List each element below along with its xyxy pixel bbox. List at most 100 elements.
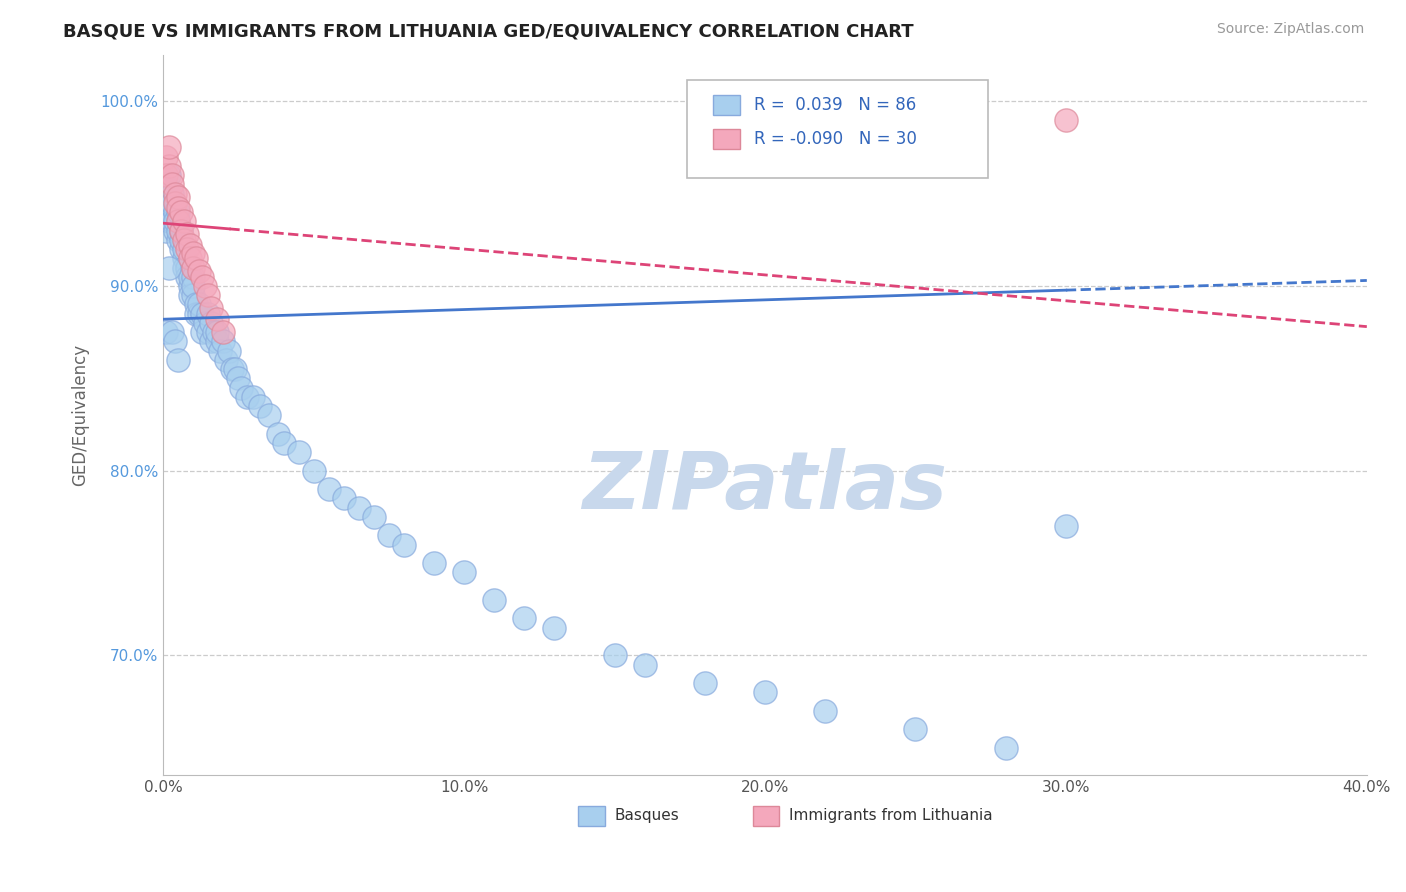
Point — [212, 334, 235, 349]
Point — [162, 205, 184, 219]
Point — [1054, 519, 1077, 533]
Point — [170, 242, 193, 256]
Point — [157, 159, 180, 173]
Point — [347, 500, 370, 515]
Point — [165, 186, 187, 201]
Point — [207, 334, 229, 349]
Text: R =  0.039   N = 86: R = 0.039 N = 86 — [754, 95, 917, 114]
Point — [191, 269, 214, 284]
Point — [200, 334, 222, 349]
Point — [155, 224, 177, 238]
Point — [173, 260, 195, 275]
Point — [231, 380, 253, 394]
Point — [157, 186, 180, 201]
Point — [179, 252, 201, 266]
Point — [181, 279, 204, 293]
Point — [179, 288, 201, 302]
Point — [167, 224, 190, 238]
Point — [167, 190, 190, 204]
Point — [179, 269, 201, 284]
Point — [302, 464, 325, 478]
Point — [453, 566, 475, 580]
Point — [162, 178, 184, 192]
Point — [167, 202, 190, 216]
Point — [157, 214, 180, 228]
Point — [224, 362, 246, 376]
Point — [249, 399, 271, 413]
Point — [162, 214, 184, 228]
Point — [173, 233, 195, 247]
Point — [155, 205, 177, 219]
Point — [221, 362, 243, 376]
Point — [186, 297, 208, 311]
Text: ZIPatlas: ZIPatlas — [582, 449, 948, 526]
Point — [273, 436, 295, 450]
Point — [207, 325, 229, 339]
Point — [603, 648, 626, 663]
Point — [167, 214, 190, 228]
Point — [634, 657, 657, 672]
Point — [167, 214, 190, 228]
Point — [162, 195, 184, 210]
Point — [167, 352, 190, 367]
FancyBboxPatch shape — [686, 80, 987, 178]
Point — [181, 245, 204, 260]
Text: R = -0.090   N = 30: R = -0.090 N = 30 — [754, 129, 917, 148]
Point — [242, 390, 264, 404]
Text: Source: ZipAtlas.com: Source: ZipAtlas.com — [1216, 22, 1364, 37]
Point — [176, 269, 198, 284]
Point — [170, 205, 193, 219]
Point — [157, 260, 180, 275]
Point — [170, 224, 193, 238]
Text: Basques: Basques — [614, 808, 679, 823]
Point — [167, 233, 190, 247]
Point — [155, 168, 177, 182]
Point — [181, 288, 204, 302]
Point — [162, 325, 184, 339]
Point — [173, 252, 195, 266]
Point — [181, 260, 204, 275]
Point — [157, 140, 180, 154]
Point — [814, 704, 837, 718]
Point — [332, 491, 354, 506]
Point — [287, 445, 309, 459]
Bar — [578, 805, 605, 826]
Point — [188, 307, 211, 321]
Point — [363, 509, 385, 524]
Point — [170, 233, 193, 247]
Point — [176, 242, 198, 256]
Point — [173, 242, 195, 256]
Point — [194, 279, 217, 293]
Point — [423, 556, 446, 570]
Point — [207, 312, 229, 326]
Point — [191, 307, 214, 321]
Point — [188, 297, 211, 311]
Point — [165, 214, 187, 228]
Point — [215, 352, 238, 367]
Point — [197, 307, 219, 321]
Point — [155, 178, 177, 192]
Point — [165, 224, 187, 238]
Point — [167, 205, 190, 219]
Point — [482, 593, 505, 607]
Point — [378, 528, 401, 542]
Y-axis label: GED/Equivalency: GED/Equivalency — [72, 344, 89, 486]
Point — [165, 205, 187, 219]
Point — [392, 537, 415, 551]
Point — [228, 371, 250, 385]
Point — [202, 325, 225, 339]
Point — [236, 390, 259, 404]
Point — [218, 343, 240, 358]
Point — [170, 224, 193, 238]
Point — [1054, 112, 1077, 127]
Point — [162, 186, 184, 201]
Point — [209, 343, 232, 358]
Point — [165, 334, 187, 349]
Point — [212, 325, 235, 339]
Point — [994, 740, 1017, 755]
Point — [197, 288, 219, 302]
Text: BASQUE VS IMMIGRANTS FROM LITHUANIA GED/EQUIVALENCY CORRELATION CHART: BASQUE VS IMMIGRANTS FROM LITHUANIA GED/… — [63, 22, 914, 40]
Point — [188, 264, 211, 278]
Point — [173, 214, 195, 228]
Point — [176, 260, 198, 275]
